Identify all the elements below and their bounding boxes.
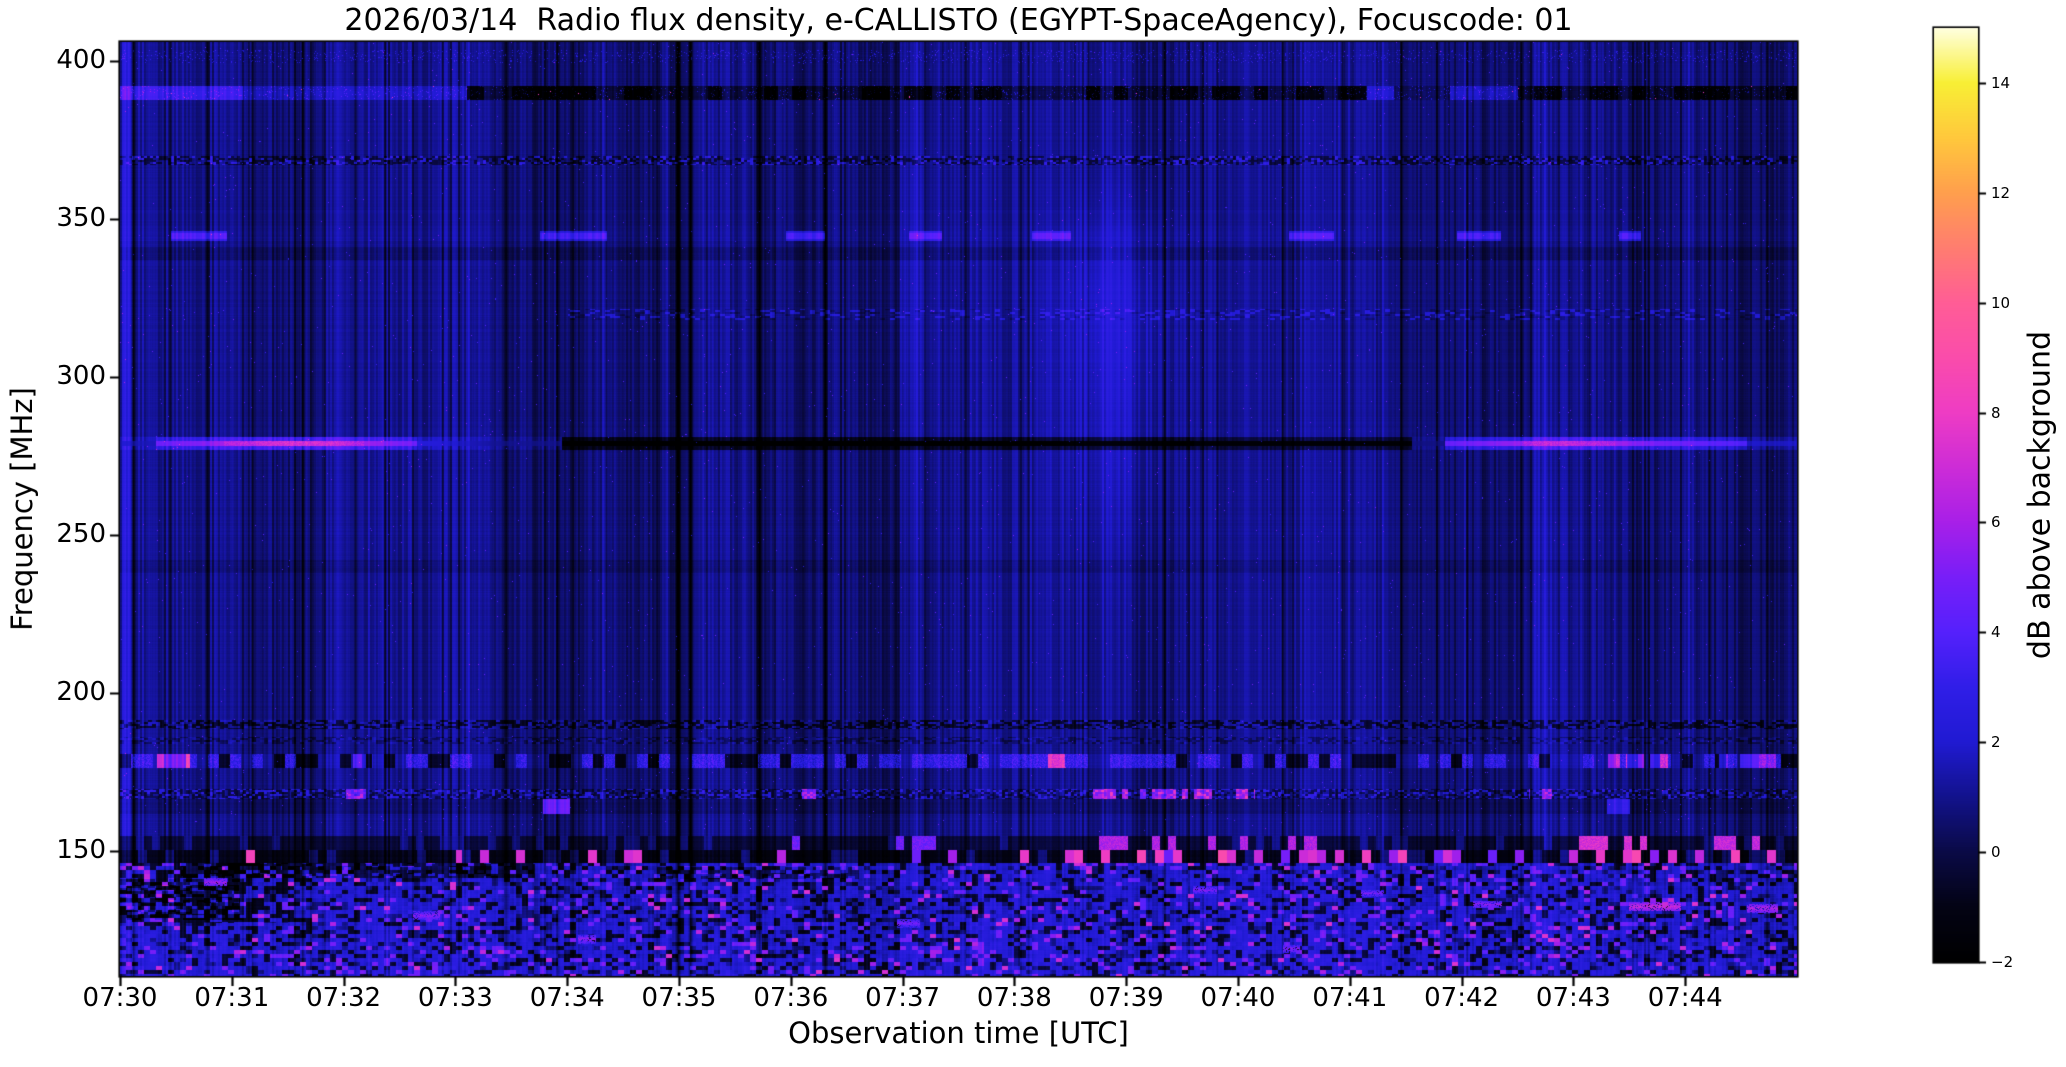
x-tick-label: 07:44 (1647, 983, 1723, 1013)
y-tick-label: 200 (56, 677, 106, 708)
colorbar-tick-label: 10 (1991, 293, 2011, 312)
colorbar-tick-label: 8 (1991, 403, 2001, 422)
x-tick-label: 07:37 (865, 983, 941, 1013)
x-tick-label: 07:38 (976, 983, 1052, 1013)
x-tick-label: 07:30 (82, 983, 158, 1013)
colorbar-tick-label: 0 (1991, 843, 2001, 862)
y-tick-label: 350 (56, 203, 106, 233)
y-tick-label: 150 (56, 835, 106, 866)
y-axis-label: Frequency [MHz] (5, 387, 39, 631)
colorbar-label: dB above background (2022, 330, 2058, 660)
x-tick-label: 07:43 (1535, 983, 1611, 1013)
colorbar-tick-label: 6 (1991, 513, 2001, 532)
x-tick-label: 07:42 (1424, 983, 1500, 1013)
x-tick-label: 07:33 (417, 983, 493, 1013)
x-tick-label: 07:39 (1088, 983, 1164, 1013)
x-tick-label: 07:40 (1200, 983, 1276, 1013)
colorbar-tick-label: 4 (1991, 623, 2001, 642)
x-tick-label: 07:34 (529, 983, 605, 1013)
x-axis-label: Observation time [UTC] (788, 1016, 1129, 1050)
colorbar-tick-label: 12 (1991, 183, 2011, 202)
x-tick-label: 07:36 (753, 983, 829, 1013)
x-tick-label: 07:41 (1312, 983, 1388, 1013)
colorbar-tick-label: 14 (1991, 73, 2011, 92)
y-tick-label: 400 (56, 44, 106, 75)
x-tick-label: 07:31 (194, 983, 270, 1013)
y-tick-label: 300 (56, 361, 106, 392)
x-tick-label: 07:35 (641, 983, 717, 1013)
y-tick-label: 250 (56, 519, 106, 550)
colorbar-tick-label: 2 (1991, 733, 2001, 752)
colorbar-tick-label: −2 (1991, 953, 2014, 971)
x-tick-label: 07:32 (306, 983, 382, 1013)
chart-title: 2026/03/14 Radio flux density, e-CALLIST… (344, 3, 1573, 38)
